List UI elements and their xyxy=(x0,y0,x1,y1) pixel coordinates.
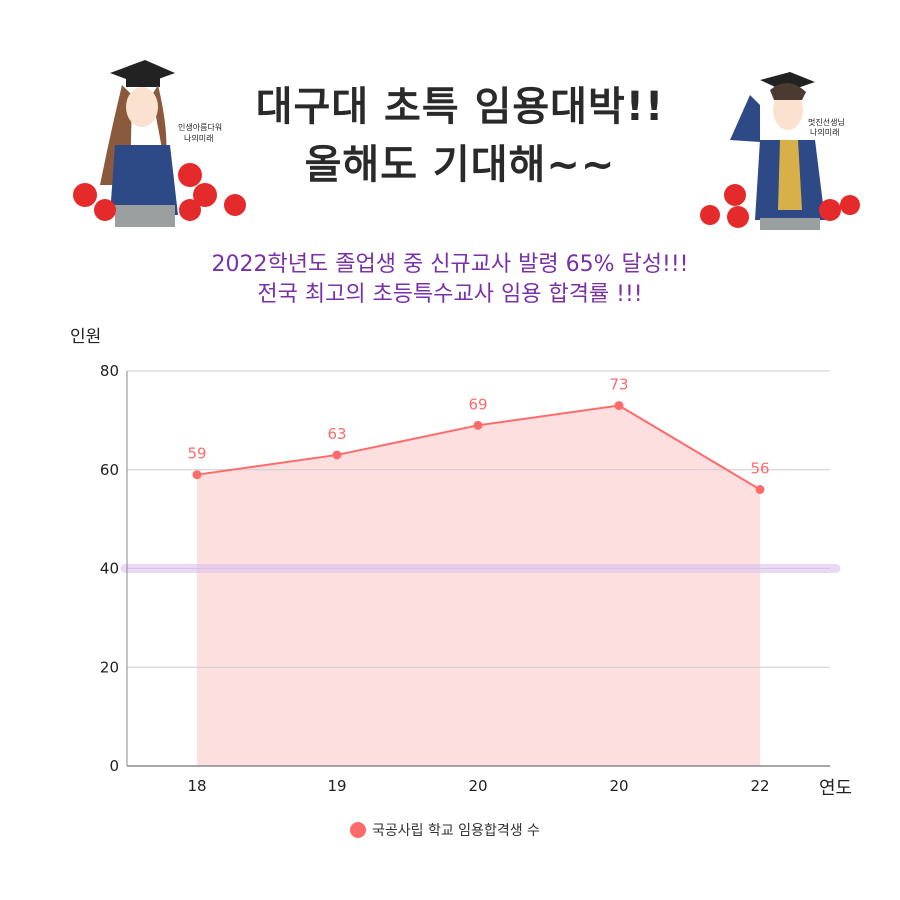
data-label: 73 xyxy=(609,376,628,394)
legend-label: 국공사립 학교 임용합격생 수 xyxy=(372,823,540,839)
x-tick-label: 20 xyxy=(609,777,628,795)
data-label: 63 xyxy=(327,425,346,443)
svg-text:멋진선생님: 멋진선생님 xyxy=(808,117,845,127)
data-point xyxy=(332,450,342,460)
data-label: 56 xyxy=(750,460,769,478)
x-tick-label: 22 xyxy=(750,777,769,795)
y-axis-label: 인원 xyxy=(70,327,102,347)
legend[interactable]: 국공사립 학교 임용합격생 수 xyxy=(350,820,540,840)
page-title: 대구대 초특 임용대박!! 올해도 기대해~~ xyxy=(240,78,680,194)
svg-text:나의미래: 나의미래 xyxy=(810,127,839,137)
legend-marker xyxy=(350,822,366,838)
y-tick-label: 20 xyxy=(100,658,119,676)
data-label: 69 xyxy=(468,395,487,413)
data-point xyxy=(755,485,765,494)
data-point xyxy=(192,470,202,480)
subtitle-line-1: 2022학년도 졸업생 중 신규교사 발령 65% 달성!!! xyxy=(211,252,689,277)
subtitle-line-2: 전국 최고의 초등특수교사 임용 합격률 !!! xyxy=(257,282,643,307)
y-tick-label: 60 xyxy=(100,461,119,479)
x-tick-label: 19 xyxy=(327,777,346,795)
title-line-1: 대구대 초특 임용대박!! xyxy=(255,84,665,130)
x-tick-label: 18 xyxy=(187,777,206,795)
y-tick-label: 80 xyxy=(100,362,119,380)
svg-text:인생아름다워: 인생아름다워 xyxy=(178,122,222,132)
svg-text:나의미래: 나의미래 xyxy=(184,133,213,143)
title-line-2: 올해도 기대해~~ xyxy=(304,142,616,188)
y-tick-label: 40 xyxy=(100,560,119,578)
y-tick-label: 0 xyxy=(109,757,119,775)
graduate-boy-illustration: 멋진선생님 나의미래 xyxy=(690,70,880,234)
graduate-girl-illustration: 인생아름다워 나의미래 xyxy=(60,55,260,234)
subtitle: 2022학년도 졸업생 중 신규교사 발령 65% 달성!!! 전국 최고의 초… xyxy=(100,250,800,310)
data-point xyxy=(473,420,483,430)
data-point xyxy=(614,401,624,411)
data-label: 59 xyxy=(187,445,206,463)
area-fill xyxy=(197,405,760,766)
x-tick-label: 20 xyxy=(468,777,487,795)
x-axis-label: 연도 xyxy=(819,778,853,799)
